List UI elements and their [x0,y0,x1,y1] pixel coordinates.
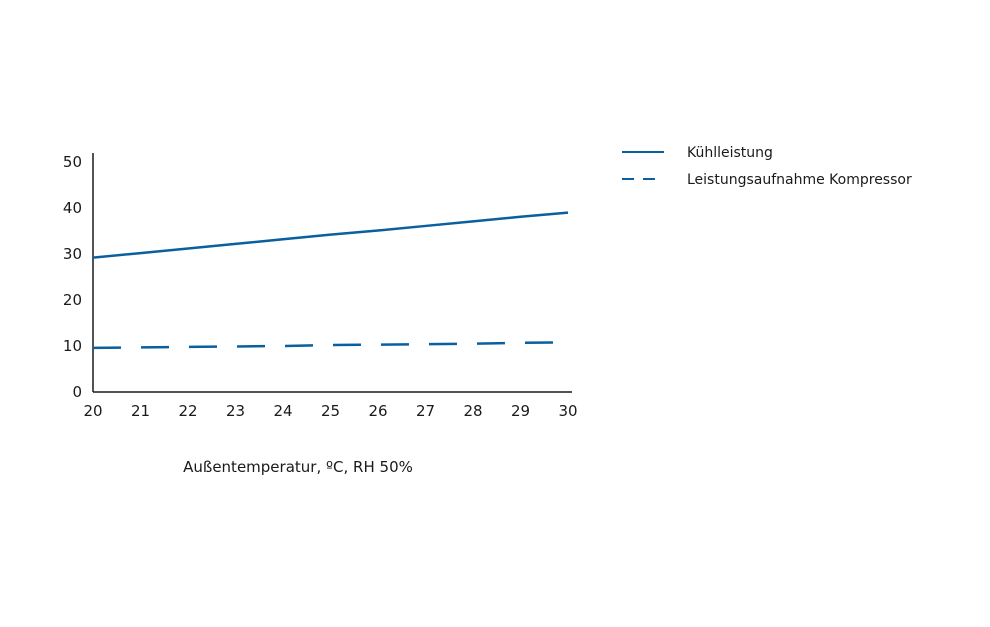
x-tick-label: 30 [558,402,577,420]
series-line-leistungsaufnahme [92,341,569,350]
y-tick-label: 0 [72,383,82,401]
series-line-kuehlleistung [92,211,569,259]
legend: Kühlleistung Leistungsaufnahme Kompressor [622,145,912,188]
y-tick-labels: 0 10 20 30 40 50 [63,153,82,401]
x-tick-label: 28 [463,402,482,420]
y-tick-label: 20 [63,291,82,309]
x-axis-title: Außentemperatur, ºC, RH 50% [183,458,413,476]
x-tick-label: 22 [178,402,197,420]
x-tick-label: 29 [511,402,530,420]
x-tick-label: 26 [368,402,387,420]
y-tick-label: 10 [63,337,82,355]
axes [92,153,572,393]
legend-label: Leistungsaufnahme Kompressor [687,172,912,188]
x-tick-label: 27 [416,402,435,420]
x-tick-labels: 20 21 22 23 24 25 26 27 28 29 30 [83,402,577,420]
x-tick-label: 25 [321,402,340,420]
x-tick-label: 20 [83,402,102,420]
y-tick-label: 50 [63,153,82,171]
x-tick-label: 23 [226,402,245,420]
series-lines [92,211,569,350]
y-tick-label: 40 [63,199,82,217]
x-tick-label: 21 [131,402,150,420]
y-tick-label: 30 [63,245,82,263]
x-tick-label: 24 [273,402,292,420]
legend-label: Kühlleistung [687,145,773,161]
